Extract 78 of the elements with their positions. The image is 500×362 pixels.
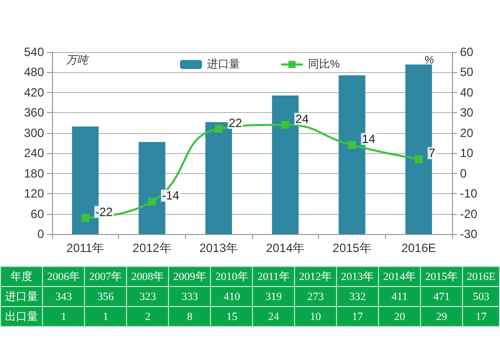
data-label: 333: [169, 287, 210, 306]
y-tick-label: 进口量: [1, 287, 42, 306]
data-label: 411: [379, 287, 420, 306]
data-label: 332: [336, 287, 378, 306]
data-label: -22: [95, 204, 114, 219]
x-tick-label: 2016E: [401, 241, 436, 255]
x-tick-label: 2006年: [43, 267, 84, 286]
x-tick-label: 2009年: [169, 267, 210, 286]
point: [414, 155, 423, 164]
data-label: -14: [162, 188, 180, 203]
point: [148, 198, 156, 206]
y2-tick-label: 40: [460, 85, 474, 100]
y-tick-label: 480: [24, 65, 44, 80]
data-label: 17: [463, 307, 499, 326]
x-tick-label: 2012年: [132, 241, 172, 255]
data-label: 273: [294, 287, 336, 306]
y2-axis-title: %: [424, 54, 434, 66]
data-label: 323: [127, 287, 168, 306]
y2-tick-label: -20: [460, 206, 478, 221]
y-tick-label: 60: [30, 206, 44, 221]
legend-label: 同比%: [308, 58, 340, 70]
data-label: 29: [421, 307, 462, 326]
y2-tick-label: -10: [460, 186, 478, 201]
x-axis-title: 年度: [1, 267, 42, 286]
x-tick-label: 2015年: [332, 241, 372, 255]
y-tick-label: 0: [37, 227, 44, 241]
point: [348, 141, 356, 150]
y-tick-label: 120: [24, 186, 44, 201]
x-tick-label: 2015年: [421, 267, 462, 286]
x-tick-label: 2007年: [85, 267, 126, 286]
data-label: 15: [211, 307, 252, 326]
x-tick-label: 2011年: [253, 267, 294, 286]
x-tick-label: 2011年: [66, 241, 104, 255]
y2-tick-label: 0: [460, 166, 467, 180]
data-label: 410: [211, 287, 252, 306]
legend-label: 进口量: [207, 58, 240, 70]
data-label: 17: [336, 307, 378, 326]
x-tick-label: 2014年: [379, 267, 420, 286]
x-tick-label: 2013年: [199, 241, 238, 255]
data-label: 22: [228, 116, 242, 130]
data-label: 24: [253, 307, 294, 326]
data-label: 1: [85, 307, 126, 326]
point: [281, 120, 290, 129]
data-label: 319: [253, 287, 294, 306]
x-tick-label: 2008年: [127, 267, 168, 286]
data-label: 2: [127, 307, 168, 326]
data-label: 503: [463, 287, 499, 306]
data-label: 343: [43, 287, 84, 306]
data-label: 7: [428, 146, 436, 160]
x-tick-label: 2013年: [336, 267, 378, 286]
x-tick-label: 2012年: [294, 267, 336, 286]
data-label: 10: [294, 307, 336, 326]
y2-tick-label: 10: [460, 146, 474, 160]
x-tick-label: 2016E: [463, 267, 499, 286]
y-tick-label: 300: [24, 126, 44, 140]
y2-tick-label: 60: [460, 45, 474, 59]
y-axis-title: 万吨: [66, 54, 90, 66]
y-tick-label: 出口量: [1, 307, 42, 326]
data-label: 471: [421, 287, 462, 306]
y2-tick-label: 30: [460, 106, 474, 120]
point: [81, 214, 90, 222]
x-tick-label: 2010年: [211, 267, 252, 286]
y-tick-label: 420: [24, 85, 44, 100]
y2-tick-label: 50: [460, 65, 474, 80]
data-label: 356: [85, 287, 126, 306]
y2-tick-label: 20: [460, 126, 474, 140]
data-label: 8: [169, 307, 210, 326]
data-label: 1: [43, 307, 84, 326]
y2-tick-label: -30: [460, 227, 478, 241]
data-label: 24: [295, 112, 310, 126]
data-label: 14: [362, 132, 376, 146]
point: [214, 124, 223, 133]
y-tick-label: 180: [24, 166, 44, 180]
y-tick-label: 240: [24, 146, 44, 160]
data-label: 20: [379, 307, 420, 326]
x-tick-label: 2014年: [266, 241, 305, 255]
y-tick-label: 540: [24, 45, 44, 59]
y-tick-label: 360: [24, 106, 44, 120]
